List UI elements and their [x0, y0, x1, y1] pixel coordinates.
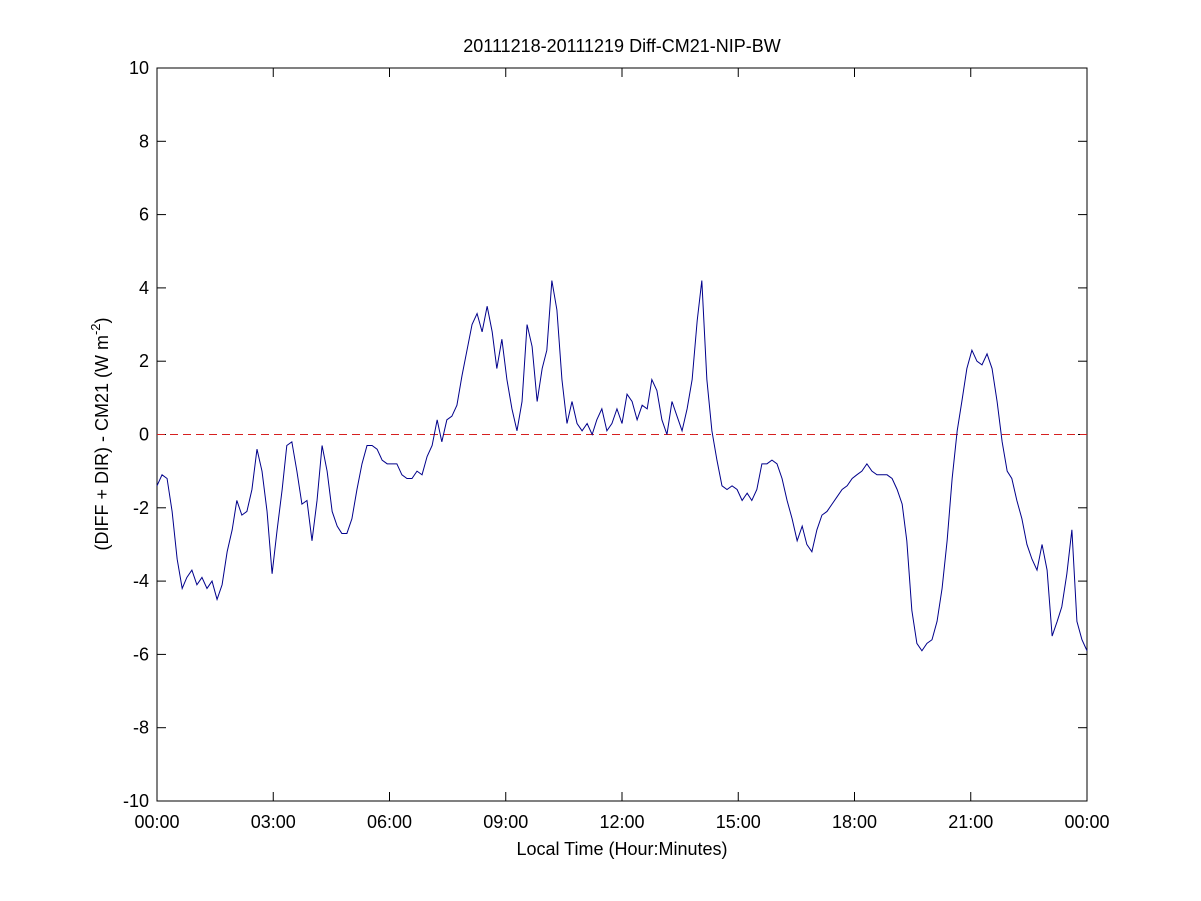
data-line — [156, 280, 1088, 652]
y-tick-label: 10 — [129, 58, 149, 78]
y-tick-label: -6 — [133, 644, 149, 664]
axes-box — [156, 67, 1088, 802]
x-tick-label: 03:00 — [251, 812, 296, 832]
x-tick-label: 21:00 — [948, 812, 993, 832]
y-tick-label: 0 — [139, 425, 149, 445]
y-axis-label: (DIFF + DIR) - CM21 (W m-2) — [88, 317, 112, 550]
y-tick-label: -10 — [123, 791, 149, 811]
chart-title: 20111218-20111219 Diff-CM21-NIP-BW — [463, 36, 781, 56]
y-axis-label-superscript: -2 — [88, 323, 103, 335]
y-tick-label: -8 — [133, 718, 149, 738]
y-tick-label: 4 — [139, 278, 149, 298]
y-tick-label: 6 — [139, 205, 149, 225]
x-tick-label: 12:00 — [599, 812, 644, 832]
y-tick-label: 8 — [139, 131, 149, 151]
x-tick-label: 00:00 — [1064, 812, 1109, 832]
y-axis-label-suffix: ) — [92, 317, 112, 323]
y-tick-label: 2 — [139, 351, 149, 371]
y-axis-label-text: (DIFF + DIR) - CM21 (W m — [92, 335, 112, 550]
x-tick-label: 18:00 — [832, 812, 877, 832]
x-tick-label: 15:00 — [716, 812, 761, 832]
x-tick-label: 00:00 — [134, 812, 179, 832]
x-tick-label: 09:00 — [483, 812, 528, 832]
x-tick-label: 06:00 — [367, 812, 412, 832]
x-axis-label: Local Time (Hour:Minutes) — [516, 839, 727, 859]
y-tick-label: -4 — [133, 571, 149, 591]
y-tick-label: -2 — [133, 498, 149, 518]
